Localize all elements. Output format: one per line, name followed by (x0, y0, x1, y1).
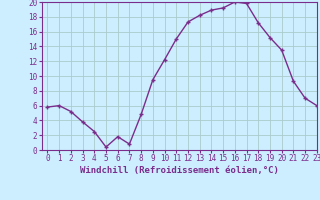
X-axis label: Windchill (Refroidissement éolien,°C): Windchill (Refroidissement éolien,°C) (80, 166, 279, 175)
